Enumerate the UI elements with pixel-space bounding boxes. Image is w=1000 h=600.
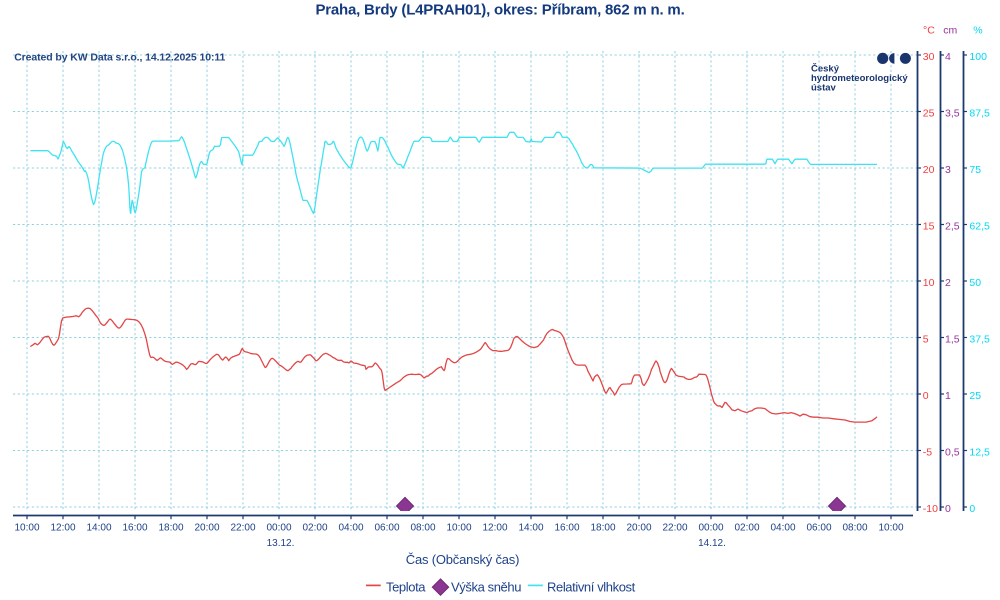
svg-text:1: 1 xyxy=(945,390,951,402)
svg-text:20:00: 20:00 xyxy=(194,523,219,534)
svg-text:0: 0 xyxy=(969,503,975,515)
svg-text:02:00: 02:00 xyxy=(734,523,759,534)
svg-text:16:00: 16:00 xyxy=(122,523,147,534)
svg-text:2: 2 xyxy=(945,277,951,289)
svg-text:12:00: 12:00 xyxy=(482,523,507,534)
svg-text:87,5: 87,5 xyxy=(969,108,990,120)
svg-text:Relativní vlhkost: Relativní vlhkost xyxy=(547,579,636,594)
svg-text:18:00: 18:00 xyxy=(590,523,615,534)
svg-text:00:00: 00:00 xyxy=(266,523,291,534)
svg-text:14.12.: 14.12. xyxy=(698,538,726,549)
svg-text:0: 0 xyxy=(945,503,951,515)
svg-text:00:00: 00:00 xyxy=(698,523,723,534)
svg-text:20: 20 xyxy=(923,164,935,176)
svg-text:50: 50 xyxy=(969,277,981,289)
svg-text:06:00: 06:00 xyxy=(806,523,831,534)
svg-text:25: 25 xyxy=(923,108,935,120)
svg-text:10:00: 10:00 xyxy=(446,523,471,534)
svg-text:100: 100 xyxy=(969,51,987,63)
svg-text:ústav: ústav xyxy=(811,83,837,94)
svg-text:62,5: 62,5 xyxy=(969,221,990,233)
svg-text:08:00: 08:00 xyxy=(842,523,867,534)
svg-text:-10: -10 xyxy=(923,503,938,515)
svg-text:3,5: 3,5 xyxy=(945,108,960,120)
svg-text:Created by KW Data s.r.o., 14.: Created by KW Data s.r.o., 14.12.2025 10… xyxy=(14,51,225,63)
svg-text:20:00: 20:00 xyxy=(626,523,651,534)
svg-text:37,5: 37,5 xyxy=(969,334,990,346)
svg-text:Teplota: Teplota xyxy=(386,579,426,594)
svg-text:°C: °C xyxy=(923,25,935,37)
svg-text:2,5: 2,5 xyxy=(945,221,960,233)
svg-text:13.12.: 13.12. xyxy=(267,538,295,549)
svg-text:04:00: 04:00 xyxy=(338,523,363,534)
svg-text:-5: -5 xyxy=(923,447,932,459)
svg-text:3: 3 xyxy=(945,164,951,176)
svg-text:10:00: 10:00 xyxy=(878,523,903,534)
svg-text:06:00: 06:00 xyxy=(374,523,399,534)
svg-text:15: 15 xyxy=(923,221,935,233)
svg-text:%: % xyxy=(973,25,982,37)
svg-text:10: 10 xyxy=(923,277,935,289)
svg-text:14:00: 14:00 xyxy=(86,523,111,534)
svg-text:12,5: 12,5 xyxy=(969,447,990,459)
svg-text:1,5: 1,5 xyxy=(945,334,960,346)
svg-text:Český: Český xyxy=(811,62,840,74)
svg-text:14:00: 14:00 xyxy=(518,523,543,534)
svg-text:08:00: 08:00 xyxy=(410,523,435,534)
svg-text:22:00: 22:00 xyxy=(230,523,255,534)
svg-text:16:00: 16:00 xyxy=(554,523,579,534)
svg-text:10:00: 10:00 xyxy=(14,523,39,534)
svg-text:4: 4 xyxy=(945,51,951,63)
svg-text:18:00: 18:00 xyxy=(158,523,183,534)
svg-text:22:00: 22:00 xyxy=(662,523,687,534)
svg-text:5: 5 xyxy=(923,334,929,346)
svg-text:30: 30 xyxy=(923,51,935,63)
svg-text:Praha, Brdy (L4PRAH01), okres:: Praha, Brdy (L4PRAH01), okres: Příbram, … xyxy=(315,2,684,19)
svg-text:75: 75 xyxy=(969,164,981,176)
svg-text:0,5: 0,5 xyxy=(945,447,960,459)
svg-text:Čas (Občanský čas): Čas (Občanský čas) xyxy=(406,552,519,567)
svg-text:hydrometeorologický: hydrometeorologický xyxy=(811,73,908,84)
svg-text:0: 0 xyxy=(923,390,929,402)
svg-text:25: 25 xyxy=(969,390,981,402)
svg-text:cm: cm xyxy=(943,25,957,37)
svg-text:Výška sněhu: Výška sněhu xyxy=(451,579,521,594)
svg-text:12:00: 12:00 xyxy=(50,523,75,534)
svg-text:02:00: 02:00 xyxy=(302,523,327,534)
svg-text:04:00: 04:00 xyxy=(770,523,795,534)
